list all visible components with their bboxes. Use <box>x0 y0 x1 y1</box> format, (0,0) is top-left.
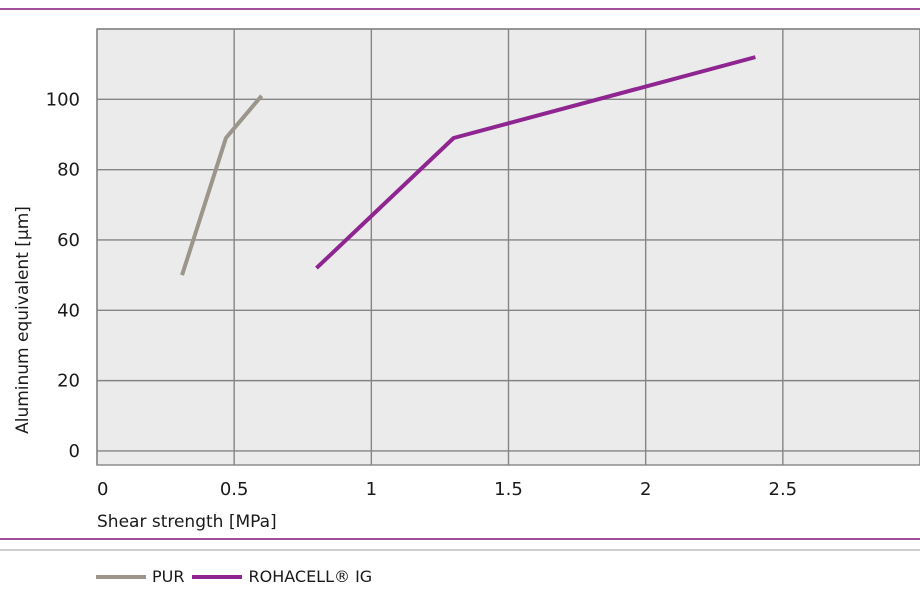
y-tick-label: 40 <box>57 300 80 321</box>
x-tick-label: 1.5 <box>494 479 523 500</box>
y-axis-label: Aluminum equivalent [µm] <box>13 206 33 434</box>
series-line-pur <box>180 94 264 276</box>
legend-label-rohacell: ROHACELL® IG <box>248 567 373 586</box>
legend-label-pur: PUR <box>152 567 185 586</box>
x-tick-label: 0.5 <box>220 479 249 500</box>
series-line-rohacell-ig <box>315 55 756 270</box>
tick-labels: 0 0.5 1 1.5 2 2.5 0 20 40 60 80 100 <box>46 89 798 500</box>
y-tick-label: 80 <box>57 160 80 181</box>
legend-swatch-pur <box>96 574 146 579</box>
y-tick-label: 0 <box>69 441 80 462</box>
legend-item-pur: PUR <box>96 567 184 586</box>
legend-item-rohacell: ROHACELL® IG <box>192 567 372 586</box>
x-axis-label: Shear strength [MPa] <box>97 512 277 532</box>
y-tick-label: 100 <box>46 89 80 110</box>
legend: PUR ROHACELL® IG <box>96 567 380 586</box>
x-tick-label: 1 <box>366 479 377 500</box>
series-layer <box>180 55 756 276</box>
grid <box>96 28 920 466</box>
x-tick-label: 2 <box>640 479 651 500</box>
y-tick-label: 20 <box>57 371 80 392</box>
plot-frame <box>96 28 920 466</box>
y-tick-label: 60 <box>57 230 80 251</box>
x-tick-label: 0 <box>97 479 108 500</box>
x-tick-label: 2.5 <box>769 479 798 500</box>
legend-swatch-rohacell <box>192 574 243 579</box>
